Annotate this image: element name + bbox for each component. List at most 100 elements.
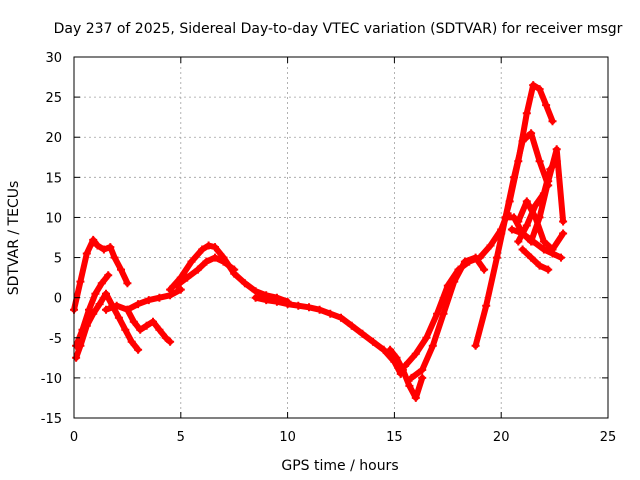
data-point	[283, 300, 292, 309]
series-line-satellite-pass-15	[515, 198, 567, 253]
data-point	[535, 157, 544, 166]
data-point	[548, 117, 557, 126]
x-tick-label: 5	[177, 430, 185, 445]
data-point	[211, 253, 219, 262]
data-point	[422, 333, 431, 342]
data-point	[204, 241, 213, 250]
data-point	[482, 301, 491, 310]
data-point	[112, 301, 121, 310]
data-point	[559, 229, 568, 238]
grid-lines	[74, 57, 608, 418]
data-point	[91, 289, 100, 298]
data-point	[527, 253, 536, 262]
data-point	[514, 217, 523, 226]
data-point	[507, 225, 516, 234]
series-line-satellite-pass-9	[387, 346, 426, 401]
data-point	[85, 305, 93, 314]
data-point	[294, 301, 303, 310]
plot-frame	[73, 56, 609, 419]
data-point	[439, 309, 448, 318]
data-point	[172, 281, 181, 290]
data-point	[114, 313, 123, 322]
data-point	[497, 229, 506, 238]
series-line-satellite-pass-3	[73, 272, 112, 349]
y-tick-label: 15	[45, 171, 62, 186]
y-tick-label: 20	[45, 131, 62, 146]
data-point	[546, 165, 555, 174]
y-tick-label: 10	[45, 211, 62, 226]
data-point	[480, 265, 489, 274]
data-point	[369, 337, 377, 346]
data-point	[187, 257, 196, 266]
series-line-satellite-pass-14	[502, 146, 567, 245]
data-point	[529, 237, 538, 246]
data-point	[272, 297, 281, 306]
data-point	[527, 129, 536, 138]
data-point	[514, 237, 523, 246]
data-point	[401, 361, 410, 370]
data-point	[392, 353, 401, 362]
data-point	[510, 213, 518, 222]
data-point	[72, 341, 81, 350]
data-point	[97, 279, 106, 288]
y-tick-label: -15	[41, 412, 62, 427]
y-tick-label: -10	[41, 372, 62, 387]
data-point	[102, 289, 110, 298]
data-point	[193, 265, 202, 274]
data-point	[155, 293, 164, 302]
data-point	[93, 241, 102, 250]
data-point	[104, 271, 113, 280]
data-point	[347, 321, 356, 330]
data-point	[134, 300, 143, 309]
series-line-satellite-pass-18	[519, 246, 552, 273]
data-point	[198, 245, 207, 254]
y-tick-label: 25	[45, 91, 62, 106]
data-point	[230, 265, 239, 274]
y-tick-label: 0	[54, 292, 62, 307]
data-point	[552, 145, 561, 154]
data-point	[305, 303, 313, 312]
series-line-satellite-pass-12	[472, 130, 552, 349]
data-point	[535, 85, 544, 94]
data-point	[411, 349, 420, 358]
data-point	[99, 245, 108, 254]
data-point	[559, 217, 568, 226]
data-point	[514, 157, 523, 166]
data-point	[144, 296, 153, 305]
data-point	[129, 317, 138, 326]
data-point	[251, 293, 260, 302]
data-point	[492, 253, 501, 262]
data-point	[176, 285, 185, 294]
data-point	[102, 305, 110, 314]
data-point	[428, 341, 437, 350]
series-line-satellite-pass-8	[252, 294, 404, 377]
data-point	[211, 243, 219, 252]
x-tick-label: 0	[70, 430, 78, 445]
data-point	[522, 109, 531, 118]
data-point	[315, 305, 324, 314]
data-point	[460, 257, 469, 266]
data-point	[552, 157, 561, 166]
data-point	[539, 189, 548, 198]
data-point	[471, 253, 480, 262]
data-point	[544, 265, 553, 274]
data-point	[386, 345, 395, 354]
data-point	[501, 213, 510, 222]
data-point	[166, 285, 175, 294]
data-point	[505, 197, 514, 206]
data-point	[134, 345, 143, 354]
data-point	[89, 235, 98, 244]
data-point	[471, 341, 480, 350]
data-point	[262, 296, 271, 305]
chart-title: Day 237 of 2025, Sidereal Day-to-day VTE…	[54, 21, 623, 37]
data-point	[136, 325, 145, 334]
data-point	[542, 101, 551, 110]
data-point	[518, 245, 527, 254]
y-tick-label: 30	[45, 51, 62, 66]
series-line-satellite-pass-13	[498, 82, 556, 237]
data-point	[486, 241, 495, 250]
data-point	[531, 201, 540, 210]
data-point	[82, 249, 91, 258]
data-point	[326, 309, 335, 318]
data-point	[121, 325, 130, 334]
